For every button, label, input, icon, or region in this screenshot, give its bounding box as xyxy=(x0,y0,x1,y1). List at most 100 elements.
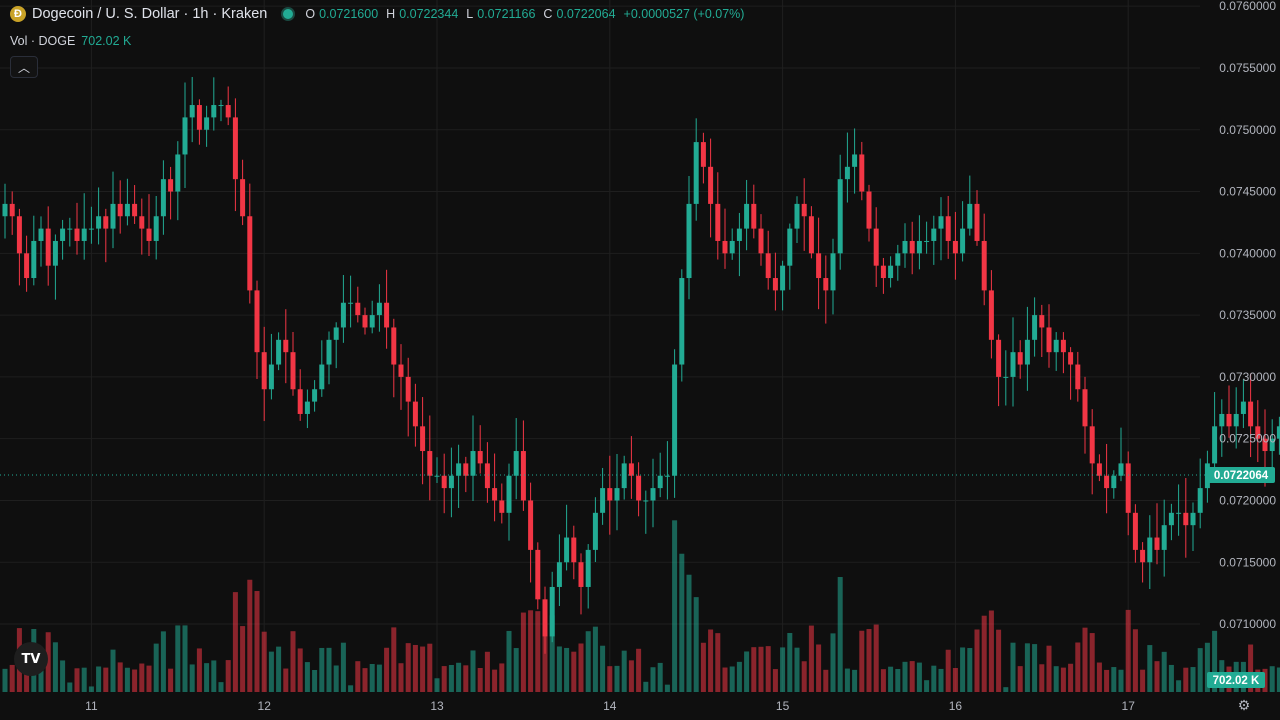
candle-body xyxy=(988,290,994,340)
volume-bar xyxy=(441,666,447,692)
volume-bar xyxy=(1032,644,1038,692)
volume-bar xyxy=(830,633,836,692)
price-tick-label: 0.0755000 xyxy=(1219,61,1276,75)
volume-bar xyxy=(1118,669,1124,692)
candle-body xyxy=(52,240,58,266)
candle-body xyxy=(1010,352,1016,377)
volume-bar xyxy=(484,651,490,692)
volume-bar xyxy=(974,629,980,692)
candle-body xyxy=(247,216,253,291)
volume-bar xyxy=(758,646,764,692)
volume-bar xyxy=(816,644,822,692)
candle-body xyxy=(823,278,829,291)
volume-bar xyxy=(434,678,440,692)
candlesticks xyxy=(2,77,1280,654)
candle-body xyxy=(45,228,51,266)
candle-body xyxy=(225,105,231,118)
candle-body xyxy=(614,488,620,501)
volume-bar xyxy=(1190,667,1196,692)
volume-bar xyxy=(772,669,778,692)
volume-bar xyxy=(535,611,541,692)
candle-body xyxy=(643,500,649,502)
candle-body xyxy=(456,463,462,476)
volume-bar xyxy=(283,668,289,692)
candle-body xyxy=(542,599,548,637)
volume-label[interactable]: Vol · DOGE xyxy=(10,34,76,48)
volume-bar xyxy=(528,610,534,692)
collapse-legend-button[interactable]: ︿ xyxy=(10,56,38,78)
tradingview-logo-icon[interactable]: TV xyxy=(14,642,48,676)
volume-bar xyxy=(456,662,462,692)
volume-bar xyxy=(369,663,375,692)
price-tick-label: 0.0720000 xyxy=(1219,493,1276,507)
volume-bar xyxy=(643,681,649,692)
volume-bar xyxy=(492,669,498,692)
volume-bar xyxy=(96,666,102,692)
volume-bar xyxy=(290,631,296,692)
volume-bar xyxy=(729,666,735,692)
volume-bar xyxy=(621,650,627,692)
volume-bar xyxy=(585,631,591,692)
volume-bar xyxy=(499,663,505,692)
candle-body xyxy=(254,290,260,353)
candle-body xyxy=(513,451,519,476)
candle-body xyxy=(1147,537,1153,563)
symbol-title[interactable]: Dogecoin / U. S. Dollar · 1h · Kraken xyxy=(32,6,268,22)
volume-bar xyxy=(996,629,1002,692)
volume-bar xyxy=(1125,609,1131,692)
volume-bar xyxy=(470,650,476,692)
volume-bar xyxy=(1075,642,1081,692)
volume-bar xyxy=(196,648,202,692)
candle-body xyxy=(880,265,886,279)
volume-bar xyxy=(1039,664,1045,692)
volume-bar xyxy=(679,553,685,692)
price-tick-label: 0.0735000 xyxy=(1219,308,1276,322)
volume-bar xyxy=(823,669,829,692)
gear-icon[interactable]: ⚙ xyxy=(1237,697,1251,713)
volume-legend: Vol · DOGE 702.02 K xyxy=(10,34,131,48)
candle-body xyxy=(441,475,447,489)
candle-body xyxy=(484,463,490,489)
volume-bar xyxy=(794,647,800,692)
volume-bar xyxy=(1017,666,1023,692)
candle-body xyxy=(196,105,202,130)
time-tick-label: 13 xyxy=(430,699,444,713)
volume-bar xyxy=(1089,633,1095,692)
volume-bar xyxy=(686,574,692,692)
volume-bar xyxy=(9,664,15,692)
candle-body xyxy=(902,240,908,254)
candle-body xyxy=(830,253,836,291)
market-status-icon[interactable] xyxy=(281,7,296,21)
volume-bar xyxy=(45,632,51,692)
candle-body xyxy=(160,179,166,217)
time-tick-label: 14 xyxy=(603,699,617,713)
candle-body xyxy=(1046,327,1052,353)
volume-bar xyxy=(744,651,750,692)
candle-body xyxy=(1132,512,1138,550)
candle-body xyxy=(492,488,498,501)
candle-body xyxy=(715,203,721,241)
candle-body xyxy=(38,228,44,241)
candle-body xyxy=(333,327,339,340)
candle-body xyxy=(628,463,634,476)
volume-bar xyxy=(672,520,678,692)
candle-body xyxy=(412,401,418,427)
symbol-header: Ð Dogecoin / U. S. Dollar · 1h · Kraken … xyxy=(10,6,744,22)
candle-body xyxy=(1032,315,1038,340)
volume-bar xyxy=(549,615,555,692)
volume-bar xyxy=(916,662,922,692)
volume-bar xyxy=(722,667,728,692)
candle-body xyxy=(427,451,433,476)
candle-body xyxy=(9,203,15,217)
volume-bar xyxy=(38,668,44,692)
time-tick-label: 15 xyxy=(776,699,790,713)
volume-bar xyxy=(765,646,771,692)
candle-body xyxy=(664,475,670,477)
candle-body xyxy=(1060,339,1066,353)
volume-bar xyxy=(607,666,613,692)
volume-bar xyxy=(938,668,944,692)
candle-body xyxy=(376,302,382,316)
dogecoin-icon: Ð xyxy=(10,6,26,22)
candle-body xyxy=(744,203,750,229)
